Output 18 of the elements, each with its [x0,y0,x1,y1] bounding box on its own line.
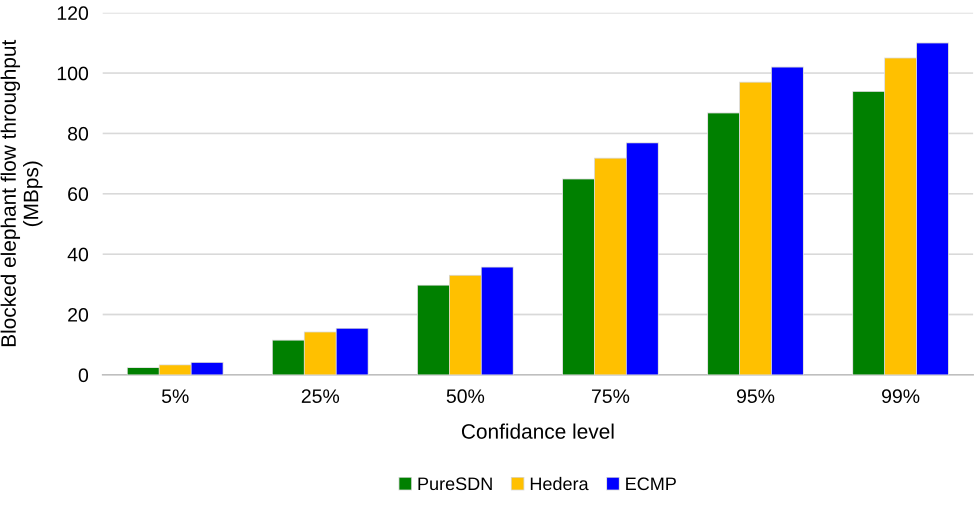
x-tick-label: 5% [162,389,189,404]
y-tick-label: 60 [68,187,88,202]
x-tick-label: 75% [592,389,630,404]
y-tick-label: 0 [78,368,88,382]
x-tick-label: 50% [446,389,484,404]
x-tick-label: 25% [302,389,340,404]
y-axis-title: Blocked elephant flow throughput (MBps) [0,40,42,346]
x-tick-label: 99% [882,389,920,404]
y-tick-label: 40 [68,248,88,262]
legend-label: ECMP [626,477,676,490]
x-tick-label: 95% [736,389,774,404]
y-tick-label: 100 [58,66,88,80]
y-tick-label: 20 [68,308,88,322]
legend-label: PureSDN [418,477,492,490]
legend-label: Hedera [530,476,589,490]
x-axis-title: Confidance level [462,424,614,439]
y-tick-label: 80 [68,126,88,141]
y-tick-label: 120 [58,6,88,20]
